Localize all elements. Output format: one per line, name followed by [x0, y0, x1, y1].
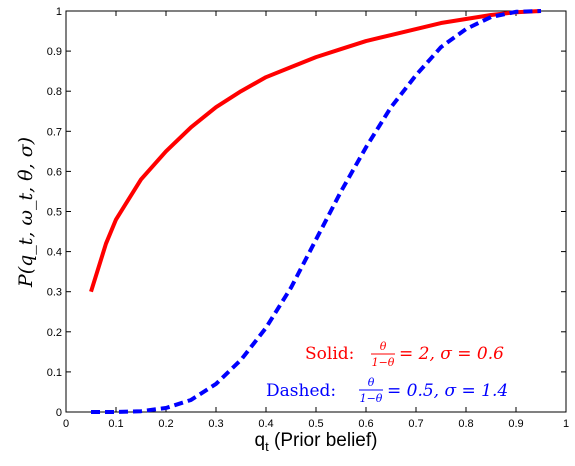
- x-tick-label: 0.6: [358, 418, 373, 430]
- annotation-dashed-prefix: Dashed:: [266, 381, 336, 401]
- y-axis-label: P(q_t, ω_t, θ, σ): [15, 137, 37, 288]
- x-axis-label-sub: t: [265, 439, 269, 454]
- y-tick-label: 0: [56, 407, 62, 419]
- x-tick-label: 1: [563, 418, 569, 430]
- annotation-dashed: Dashed: θ 1−θ = 0.5, σ = 1.4: [266, 376, 508, 405]
- x-axis-label: qt (Prior belief): [255, 430, 378, 454]
- y-tick-label: 0.7: [47, 126, 62, 138]
- annotation-solid-frac-num: θ: [380, 340, 387, 353]
- y-axis-ticks: 0 0.1 0.2 0.3 0.4 0.5 0.6 0.7 0.8 0.9 1: [47, 6, 566, 419]
- x-tick-label: 0.5: [308, 418, 323, 430]
- y-tick-label: 0.6: [47, 166, 62, 178]
- x-tick-label: 0.7: [408, 418, 423, 430]
- x-tick-label: 0.9: [508, 418, 523, 430]
- x-axis-label-main: q: [255, 430, 266, 451]
- y-tick-label: 0.2: [47, 327, 62, 339]
- y-tick-label: 0.5: [47, 207, 62, 219]
- x-tick-label: 0.3: [208, 418, 223, 430]
- x-tick-label: 0: [63, 418, 69, 430]
- x-tick-label: 0.2: [158, 418, 173, 430]
- x-tick-label: 0.1: [108, 418, 123, 430]
- annotation-dashed-frac-num: θ: [368, 376, 375, 389]
- plot-area: [65, 10, 567, 413]
- y-tick-label: 0.9: [47, 46, 62, 58]
- annotation-dashed-eq: = 0.5, σ = 1.4: [387, 381, 508, 401]
- y-tick-label: 1: [56, 6, 62, 18]
- x-tick-label: 0.8: [458, 418, 473, 430]
- x-axis-label-rest: (Prior belief): [269, 430, 378, 451]
- annotation-solid-frac-den: 1−θ: [372, 356, 395, 369]
- y-tick-label: 0.3: [47, 287, 62, 299]
- annotation-solid-prefix: Solid:: [305, 344, 354, 364]
- y-tick-label: 0.4: [47, 247, 62, 259]
- x-axis-ticks: 0 0.1 0.2 0.3 0.4 0.5 0.6 0.7 0.8 0.9 1: [63, 11, 569, 430]
- y-tick-label: 0.8: [47, 86, 62, 98]
- series-layer: [89, 9, 542, 414]
- annotation-solid: Solid: θ 1−θ = 2, σ = 0.6: [305, 340, 504, 369]
- annotation-solid-eq: = 2, σ = 0.6: [399, 344, 504, 364]
- series-line-solid: [89, 9, 542, 293]
- annotation-dashed-frac-den: 1−θ: [360, 392, 383, 405]
- y-tick-label: 0.1: [47, 367, 62, 379]
- x-tick-label: 0.4: [258, 418, 273, 430]
- series-line-dashed: [91, 9, 542, 414]
